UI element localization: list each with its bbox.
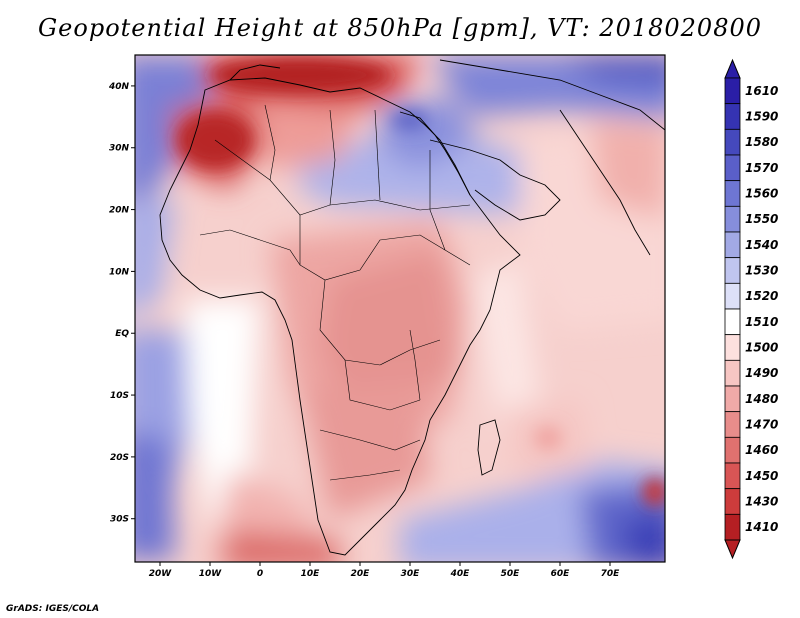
lon-tick-label: 20E bbox=[351, 569, 371, 579]
colorbar-swatch bbox=[724, 488, 741, 515]
longitude-axis: 20W 10W 0 10E 20E 30E 40E 50E 60E 70E bbox=[149, 562, 620, 579]
country-borders bbox=[199, 104, 471, 481]
colorbar-swatch bbox=[724, 205, 741, 233]
coastlines bbox=[159, 59, 665, 556]
colorbar-label: 1530 bbox=[745, 264, 778, 278]
colorbar-swatch bbox=[724, 77, 741, 105]
lon-tick-label: 0 bbox=[257, 569, 263, 579]
colorbar-swatch bbox=[724, 257, 741, 284]
colorbar-swatch bbox=[724, 513, 741, 541]
latitude-axis: 40N 30N 20N 10N EQ 10S 20S 30S bbox=[108, 82, 135, 525]
lon-tick-label: 70E bbox=[601, 569, 621, 579]
colorbar-label: 1560 bbox=[745, 187, 778, 201]
lon-tick-label: 40E bbox=[450, 569, 471, 579]
colorbar-label: 1480 bbox=[745, 392, 778, 406]
colorbar-swatch bbox=[724, 231, 741, 259]
lat-tick-label: 20S bbox=[110, 453, 129, 463]
colorbar-swatch bbox=[724, 359, 741, 387]
colorbar-label: 1510 bbox=[745, 315, 778, 329]
colorbar-label: 1460 bbox=[745, 443, 778, 457]
lat-tick-label: 10N bbox=[109, 267, 130, 277]
colorbar-label: 1430 bbox=[745, 495, 778, 509]
height-field bbox=[135, 55, 665, 562]
colorbar-swatch bbox=[724, 385, 741, 413]
colorbar-swatch bbox=[724, 462, 741, 490]
colorbar-bottom-arrow bbox=[724, 539, 741, 560]
lat-tick-label: 20N bbox=[109, 206, 130, 216]
lat-tick-label: 10S bbox=[110, 391, 129, 401]
colorbar-swatch bbox=[724, 180, 741, 207]
chart-title: Geopotential Height at 850hPa [gpm], VT:… bbox=[38, 14, 762, 42]
colorbar: 1610 1590 1580 1570 1560 1550 1540 1530 1520 1510… bbox=[724, 58, 778, 560]
colorbar-label: 1450 bbox=[745, 469, 778, 483]
colorbar-swatch bbox=[724, 103, 741, 130]
lon-tick-label: 60E bbox=[551, 569, 571, 579]
colorbar-swatch bbox=[724, 282, 741, 310]
colorbar-swatch bbox=[724, 436, 741, 464]
colorbar-label: 1490 bbox=[745, 366, 778, 380]
lon-tick-label: 20W bbox=[149, 569, 173, 579]
colorbar-swatch bbox=[724, 128, 741, 156]
colorbar-swatch bbox=[724, 308, 741, 336]
colorbar-label: 1500 bbox=[745, 341, 778, 355]
plot-frame bbox=[134, 54, 666, 563]
lat-tick-label: 30S bbox=[110, 515, 129, 525]
colorbar-label: 1610 bbox=[745, 84, 778, 98]
colorbar-label: 1570 bbox=[745, 161, 778, 175]
colorbar-label: 1470 bbox=[745, 418, 778, 432]
colorbar-swatch bbox=[724, 154, 741, 182]
lat-tick-label: 40N bbox=[108, 82, 130, 92]
lon-tick-label: 30E bbox=[401, 569, 421, 579]
lat-tick-label: 30N bbox=[109, 144, 130, 154]
lon-tick-label: 50E bbox=[501, 569, 521, 579]
lon-tick-label: 10E bbox=[301, 569, 321, 579]
lon-tick-label: 10W bbox=[199, 569, 223, 579]
lat-tick-label: EQ bbox=[115, 329, 129, 339]
colorbar-label: 1520 bbox=[745, 289, 778, 303]
credit-text: GrADS: IGES/COLA bbox=[6, 604, 100, 614]
colorbar-label: 1410 bbox=[745, 520, 778, 534]
colorbar-label: 1540 bbox=[745, 238, 778, 252]
colorbar-top-arrow bbox=[724, 58, 741, 79]
colorbar-label: 1590 bbox=[745, 110, 778, 124]
colorbar-swatch bbox=[724, 334, 741, 361]
colorbar-label: 1550 bbox=[745, 212, 778, 226]
colorbar-swatch bbox=[724, 411, 741, 438]
colorbar-label: 1580 bbox=[745, 135, 778, 149]
